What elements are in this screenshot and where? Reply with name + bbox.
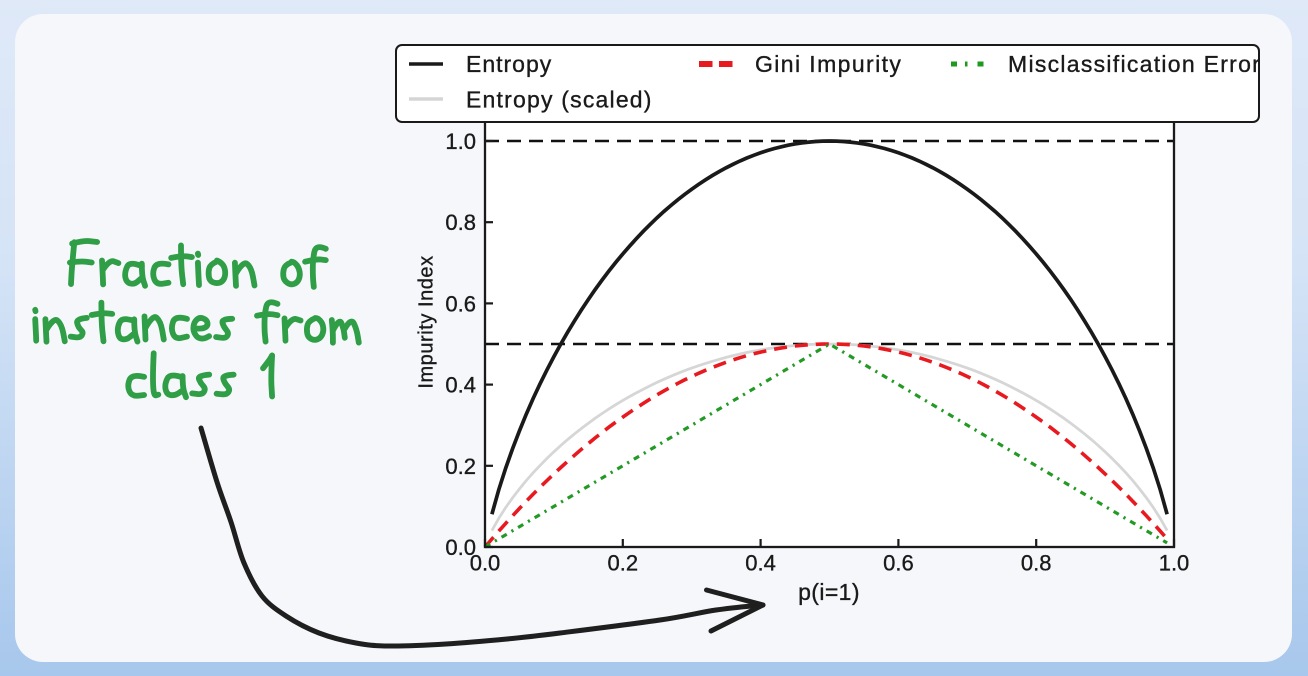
svg-text:Entropy (scaled): Entropy (scaled) xyxy=(466,87,653,113)
svg-text:1.0: 1.0 xyxy=(1159,551,1190,576)
svg-text:0.2: 0.2 xyxy=(608,551,639,576)
svg-text:0.8: 0.8 xyxy=(1021,551,1052,576)
svg-text:Impurity Index: Impurity Index xyxy=(416,255,438,388)
svg-text:0.8: 0.8 xyxy=(445,210,476,235)
svg-text:0.0: 0.0 xyxy=(445,535,476,560)
svg-text:0.4: 0.4 xyxy=(445,373,476,398)
svg-text:0.2: 0.2 xyxy=(445,454,476,479)
svg-text:0.4: 0.4 xyxy=(745,551,776,576)
svg-text:Entropy: Entropy xyxy=(466,51,552,77)
svg-text:1.0: 1.0 xyxy=(445,129,476,154)
svg-text:Gini Impurity: Gini Impurity xyxy=(755,51,902,77)
svg-text:0.0: 0.0 xyxy=(470,551,501,576)
svg-text:0.6: 0.6 xyxy=(445,291,476,316)
svg-text:Misclassification Error: Misclassification Error xyxy=(1008,51,1261,77)
svg-text:0.6: 0.6 xyxy=(883,551,914,576)
svg-text:p(i=1): p(i=1) xyxy=(798,579,860,605)
